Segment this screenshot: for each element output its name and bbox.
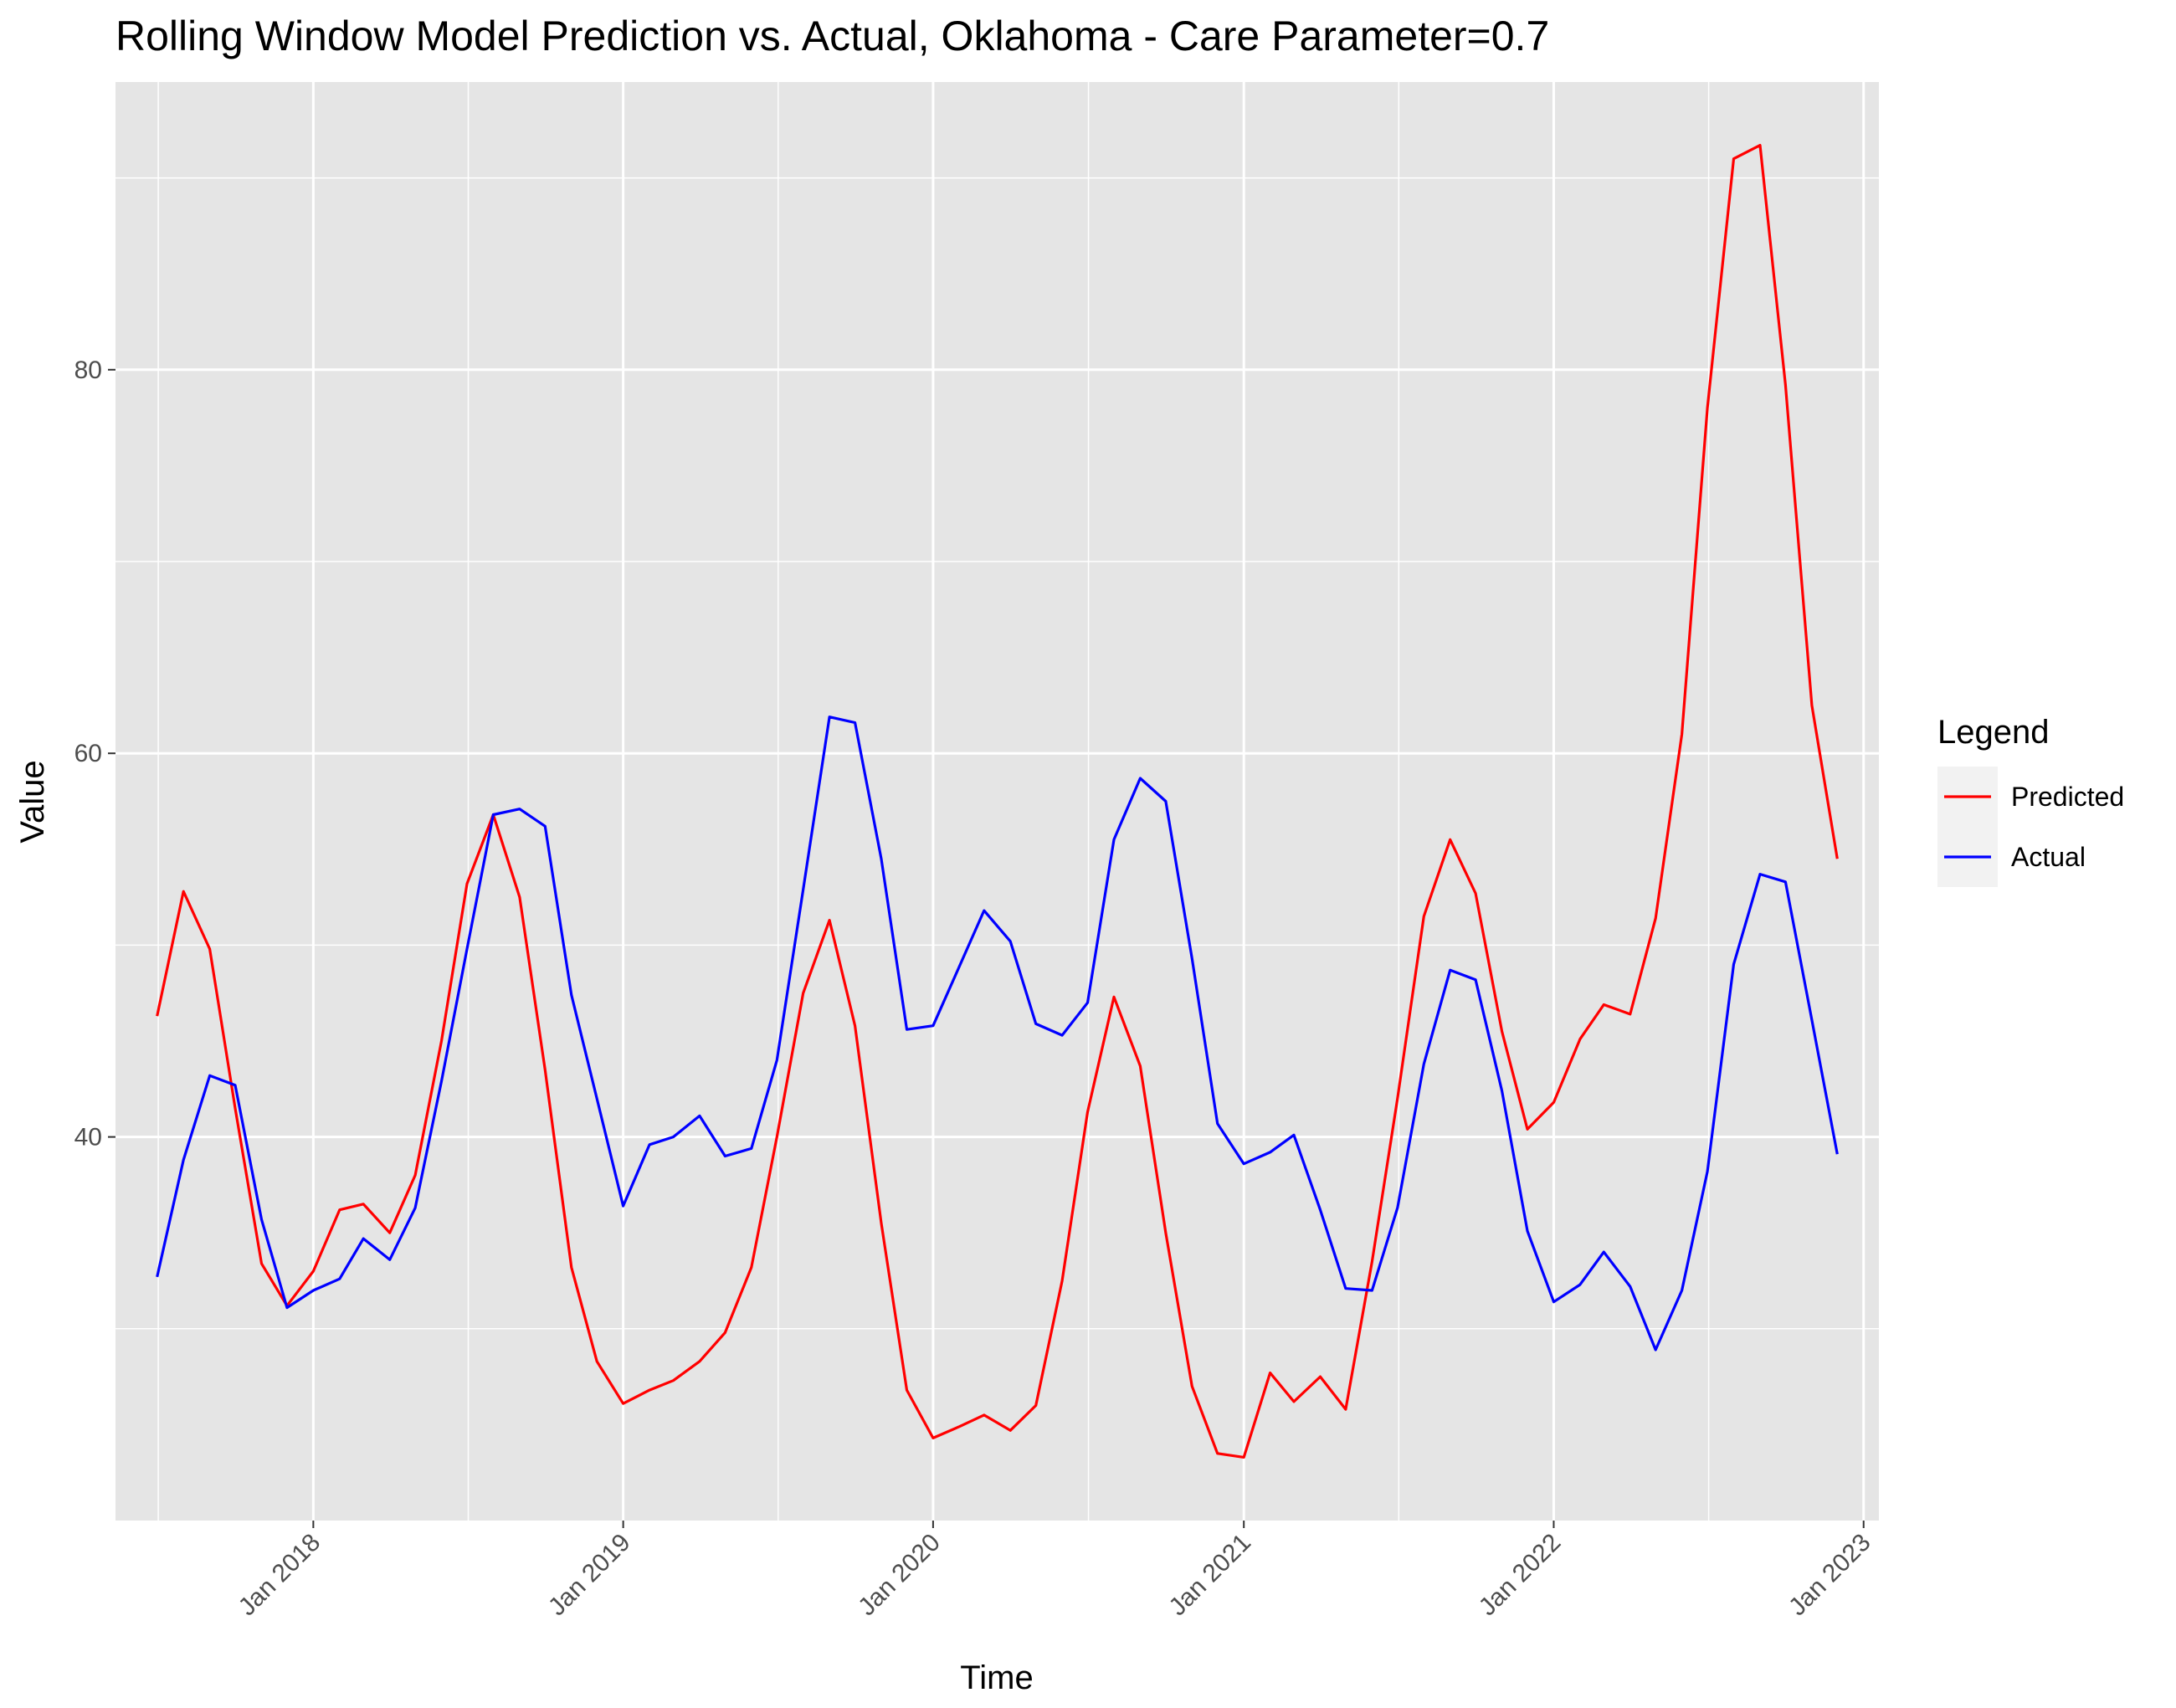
plot-panel [115,82,1879,1521]
legend: Legend Predicted Actual [1937,714,2124,887]
minor-grid [115,82,1879,1521]
x-tick-label: Jan 2022 [1474,1529,1567,1622]
x-tick-label: Jan 2021 [1164,1529,1257,1622]
x-axis-title: Time [960,1659,1033,1696]
y-tick-label: 80 [74,356,102,384]
x-tick-label: Jan 2019 [543,1529,636,1622]
y-axis-title: Value [14,760,51,843]
y-tick-label: 40 [74,1124,102,1151]
legend-label-actual: Actual [2011,842,2086,872]
legend-label-predicted: Predicted [2011,782,2124,812]
y-axis: 40 60 80 [74,356,115,1151]
x-tick-label: Jan 2020 [853,1529,946,1622]
chart-title: Rolling Window Model Prediction vs. Actu… [115,13,1549,59]
x-tick-label: Jan 2018 [234,1529,326,1622]
series-layer [156,144,1839,1459]
x-axis: Jan 2018 Jan 2019 Jan 2020 Jan 2021 Jan 2022… [234,1521,1876,1621]
y-tick-label: 60 [74,740,102,767]
major-grid [115,82,1879,1521]
legend-items: Predicted Actual [1937,767,2124,887]
x-tick-label: Jan 2023 [1783,1529,1876,1622]
series-line-actual [156,716,1839,1352]
legend-title: Legend [1937,714,2049,751]
series-line-predicted [156,144,1839,1459]
